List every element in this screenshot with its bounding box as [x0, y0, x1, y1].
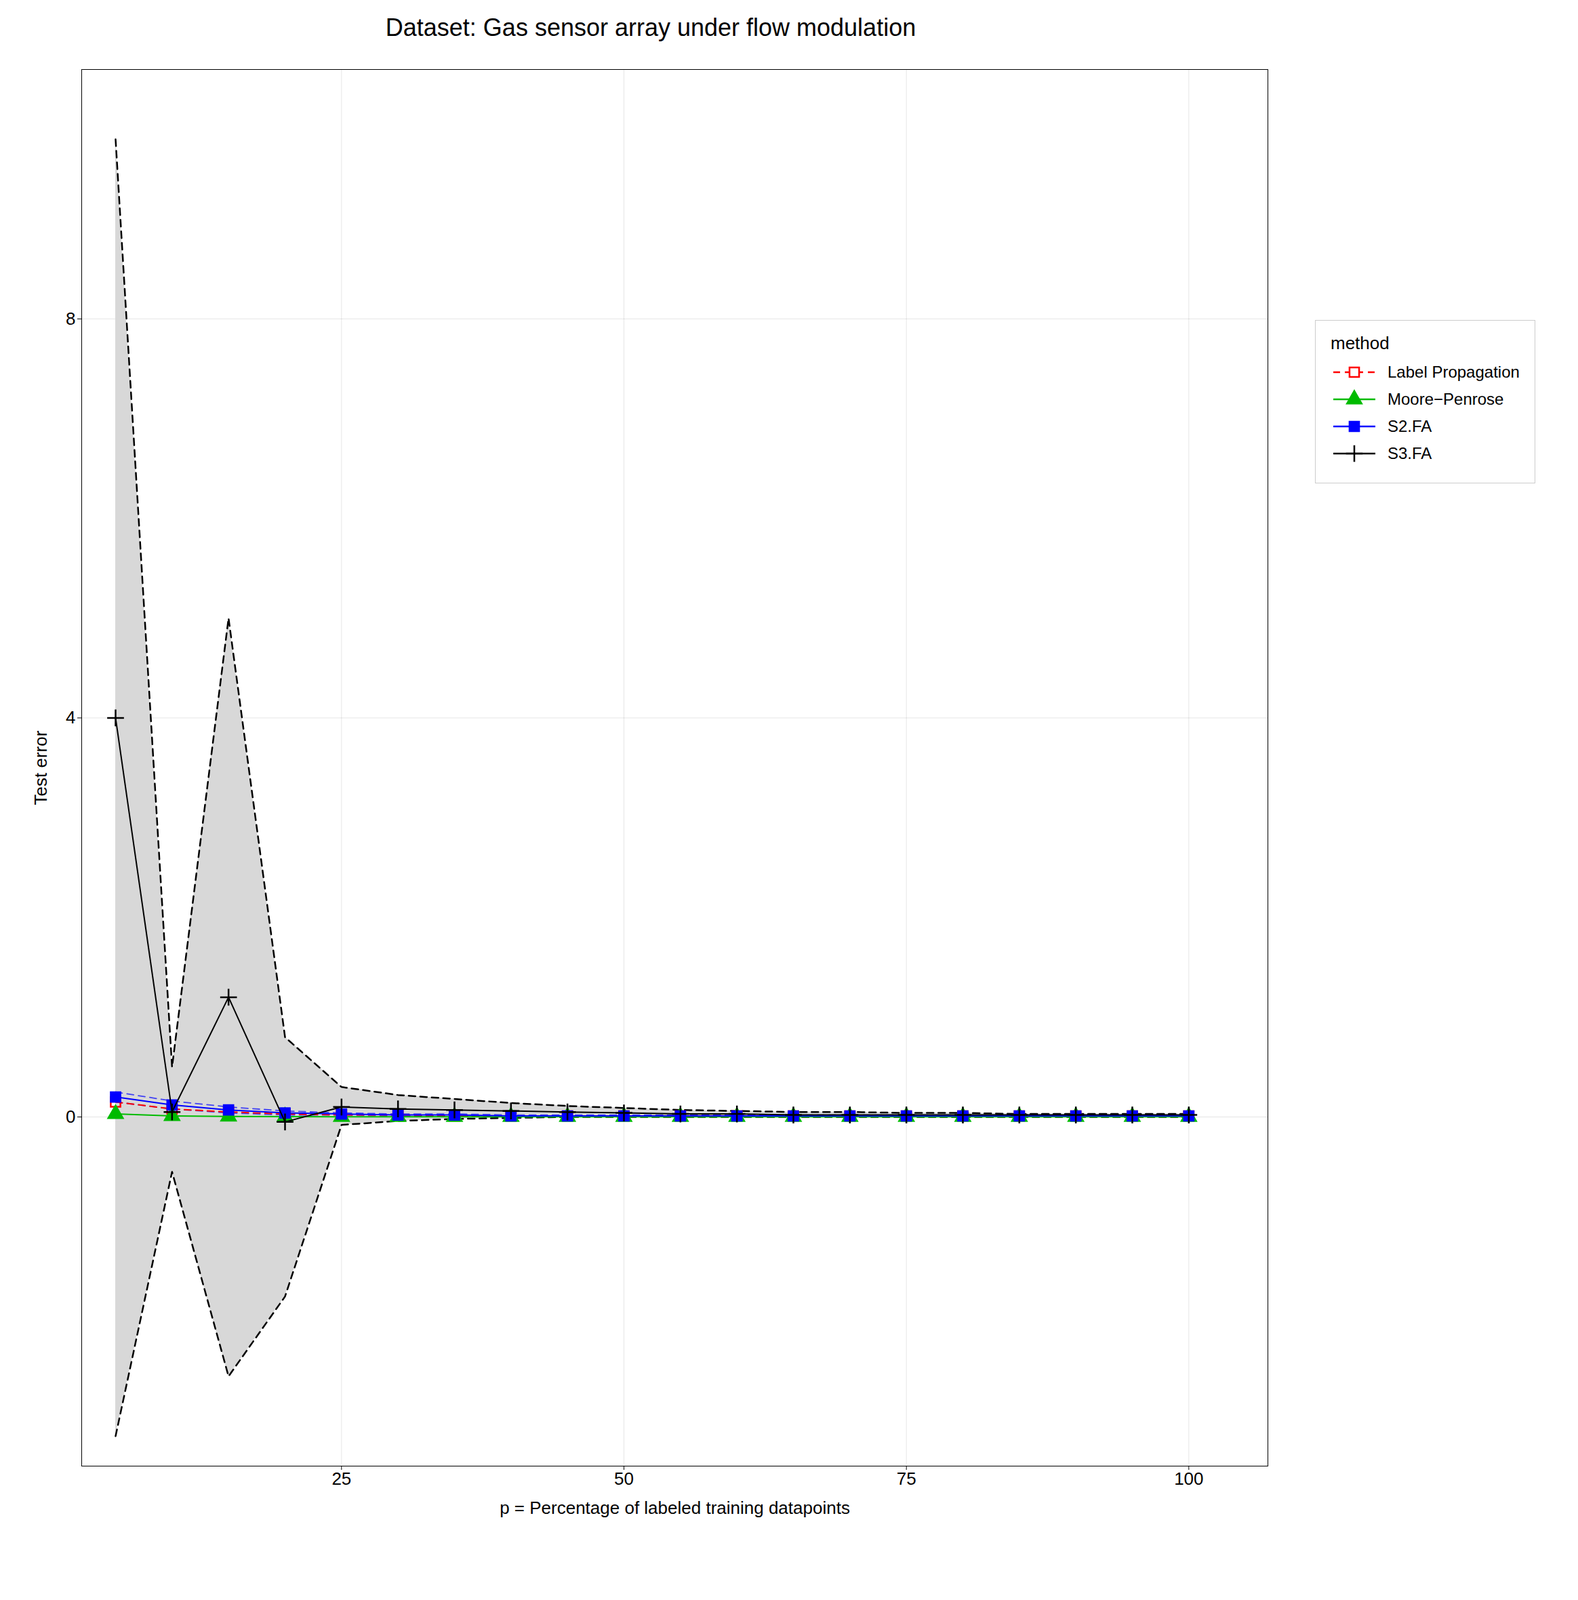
html-text:Label Propagation: Label Propagation — [1387, 362, 1520, 381]
svg-text:p = Percentage of labeled trai: p = Percentage of labeled training datap… — [499, 1497, 851, 1518]
svg-text:100: 100 — [1174, 1468, 1204, 1489]
svg-text:50: 50 — [614, 1468, 634, 1489]
html-text:S3.FA: S3.FA — [1387, 443, 1432, 463]
html-text:method: method — [1330, 332, 1390, 354]
svg-text:75: 75 — [896, 1468, 917, 1489]
svg-text:4: 4 — [65, 706, 76, 728]
svg-text:25: 25 — [331, 1468, 352, 1489]
svg-text:Test error: Test error — [30, 730, 51, 805]
html-text:S2.FA: S2.FA — [1387, 416, 1432, 436]
html-text:Moore−Penrose: Moore−Penrose — [1387, 389, 1504, 409]
html-text:Dataset: Gas sensor array unde: Dataset: Gas sensor array under flow mod… — [385, 13, 916, 42]
svg-text:0: 0 — [65, 1106, 76, 1127]
svg-text:8: 8 — [65, 308, 76, 329]
